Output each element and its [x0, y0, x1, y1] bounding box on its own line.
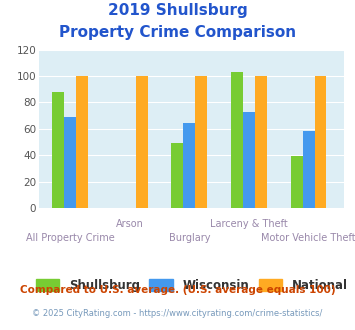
- Text: Burglary: Burglary: [169, 233, 210, 243]
- Bar: [255, 76, 267, 208]
- Text: Motor Vehicle Theft: Motor Vehicle Theft: [261, 233, 355, 243]
- Bar: [302, 131, 315, 208]
- Bar: [243, 112, 255, 208]
- Bar: [171, 143, 183, 208]
- Bar: [52, 92, 64, 208]
- Text: © 2025 CityRating.com - https://www.cityrating.com/crime-statistics/: © 2025 CityRating.com - https://www.city…: [32, 309, 323, 317]
- Bar: [76, 76, 88, 208]
- Text: All Property Crime: All Property Crime: [26, 233, 114, 243]
- Text: Property Crime Comparison: Property Crime Comparison: [59, 25, 296, 40]
- Bar: [64, 117, 76, 208]
- Bar: [231, 72, 243, 208]
- Text: Larceny & Theft: Larceny & Theft: [210, 219, 288, 229]
- Bar: [183, 123, 195, 208]
- Bar: [291, 156, 302, 208]
- Bar: [315, 76, 327, 208]
- Text: 2019 Shullsburg: 2019 Shullsburg: [108, 3, 247, 18]
- Bar: [136, 76, 148, 208]
- Text: Arson: Arson: [116, 219, 144, 229]
- Text: Compared to U.S. average. (U.S. average equals 100): Compared to U.S. average. (U.S. average …: [20, 285, 335, 295]
- Bar: [195, 76, 207, 208]
- Legend: Shullsburg, Wisconsin, National: Shullsburg, Wisconsin, National: [31, 274, 352, 296]
